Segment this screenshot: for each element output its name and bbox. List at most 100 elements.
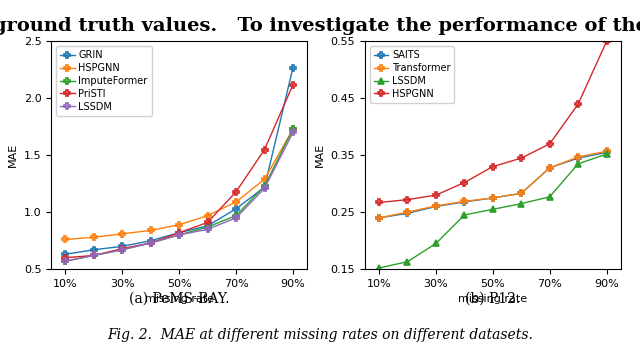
HSPGNN (147, 228, 155, 233)
HSPGNN (260, 177, 268, 181)
LSSDM (175, 233, 183, 237)
Legend: SAITS, Transformer, LSSDM, HSPGNN: SAITS, Transformer, LSSDM, HSPGNN (370, 46, 454, 103)
GRIN (204, 224, 211, 228)
HSPGNN (175, 223, 183, 227)
LSSDM (517, 201, 525, 206)
HSPGNN (546, 142, 554, 146)
Transformer (546, 166, 554, 170)
HSPGNN (289, 127, 297, 131)
Text: ground truth values.   To investigate the performance of the: ground truth values. To investigate the … (0, 17, 640, 35)
LSSDM (375, 266, 383, 270)
Transformer (432, 204, 440, 208)
LSSDM (489, 207, 497, 211)
PriSTI (204, 220, 211, 225)
PriSTI (118, 247, 126, 251)
ImputeFormer (90, 253, 98, 257)
PriSTI (260, 147, 268, 151)
SAITS (432, 204, 440, 208)
Transformer (574, 155, 582, 159)
HSPGNN (574, 102, 582, 106)
SAITS (517, 191, 525, 196)
LSSDM (118, 248, 126, 252)
ImputeFormer (175, 233, 183, 237)
Transformer (517, 191, 525, 196)
Legend: GRIN, HSPGNN, ImputeFormer, PriSTI, LSSDM: GRIN, HSPGNN, ImputeFormer, PriSTI, LSSD… (56, 46, 152, 116)
LSSDM (404, 260, 412, 264)
X-axis label: missing rate: missing rate (145, 294, 214, 304)
HSPGNN (61, 237, 69, 242)
HSPGNN (603, 39, 611, 43)
SAITS (375, 216, 383, 220)
Transformer (603, 149, 611, 153)
ImputeFormer (232, 214, 240, 218)
Line: PriSTI: PriSTI (63, 82, 296, 260)
Line: SAITS: SAITS (376, 150, 609, 221)
SAITS (603, 150, 611, 155)
LSSDM (432, 241, 440, 246)
GRIN (289, 66, 297, 70)
GRIN (232, 207, 240, 211)
GRIN (90, 248, 98, 252)
X-axis label: missing rate: missing rate (458, 294, 527, 304)
ImputeFormer (289, 127, 297, 131)
GRIN (260, 185, 268, 189)
LSSDM (260, 186, 268, 190)
LSSDM (546, 195, 554, 199)
SAITS (461, 200, 468, 204)
PriSTI (61, 256, 69, 260)
ImputeFormer (147, 241, 155, 245)
Line: HSPGNN: HSPGNN (63, 126, 296, 242)
ImputeFormer (118, 248, 126, 252)
Y-axis label: MAE: MAE (315, 143, 324, 167)
LSSDM (61, 259, 69, 263)
HSPGNN (118, 232, 126, 236)
SAITS (404, 211, 412, 215)
Line: GRIN: GRIN (63, 65, 296, 257)
LSSDM (461, 213, 468, 217)
SAITS (546, 166, 554, 170)
HSPGNN (461, 180, 468, 185)
HSPGNN (232, 200, 240, 204)
HSPGNN (204, 214, 211, 218)
PriSTI (175, 230, 183, 235)
ImputeFormer (260, 184, 268, 188)
Line: HSPGNN: HSPGNN (376, 39, 609, 205)
LSSDM (574, 162, 582, 166)
PriSTI (90, 253, 98, 257)
Text: Fig. 2.  MAE at different missing rates on different datasets.: Fig. 2. MAE at different missing rates o… (107, 328, 533, 342)
LSSDM (204, 227, 211, 231)
HSPGNN (432, 193, 440, 197)
PriSTI (232, 190, 240, 194)
PriSTI (289, 82, 297, 87)
Line: Transformer: Transformer (376, 148, 609, 221)
GRIN (175, 230, 183, 235)
GRIN (61, 252, 69, 256)
SAITS (489, 196, 497, 200)
Line: ImputeFormer: ImputeFormer (63, 126, 296, 264)
Text: (a) PeMS-BAY.: (a) PeMS-BAY. (129, 292, 230, 305)
HSPGNN (517, 156, 525, 160)
Transformer (461, 199, 468, 204)
HSPGNN (404, 198, 412, 202)
Transformer (375, 216, 383, 220)
LSSDM (147, 241, 155, 245)
GRIN (118, 244, 126, 248)
HSPGNN (90, 235, 98, 239)
Line: LSSDM: LSSDM (63, 130, 296, 264)
Y-axis label: MAE: MAE (8, 143, 18, 167)
HSPGNN (375, 200, 383, 205)
ImputeFormer (204, 225, 211, 229)
Line: LSSDM: LSSDM (376, 151, 609, 271)
LSSDM (289, 130, 297, 135)
SAITS (574, 156, 582, 160)
LSSDM (232, 216, 240, 220)
HSPGNN (489, 165, 497, 169)
Transformer (489, 196, 497, 200)
Text: (b) P12.: (b) P12. (465, 292, 520, 305)
LSSDM (90, 253, 98, 257)
Transformer (404, 210, 412, 214)
PriSTI (147, 241, 155, 245)
GRIN (147, 239, 155, 243)
LSSDM (603, 152, 611, 156)
ImputeFormer (61, 259, 69, 263)
